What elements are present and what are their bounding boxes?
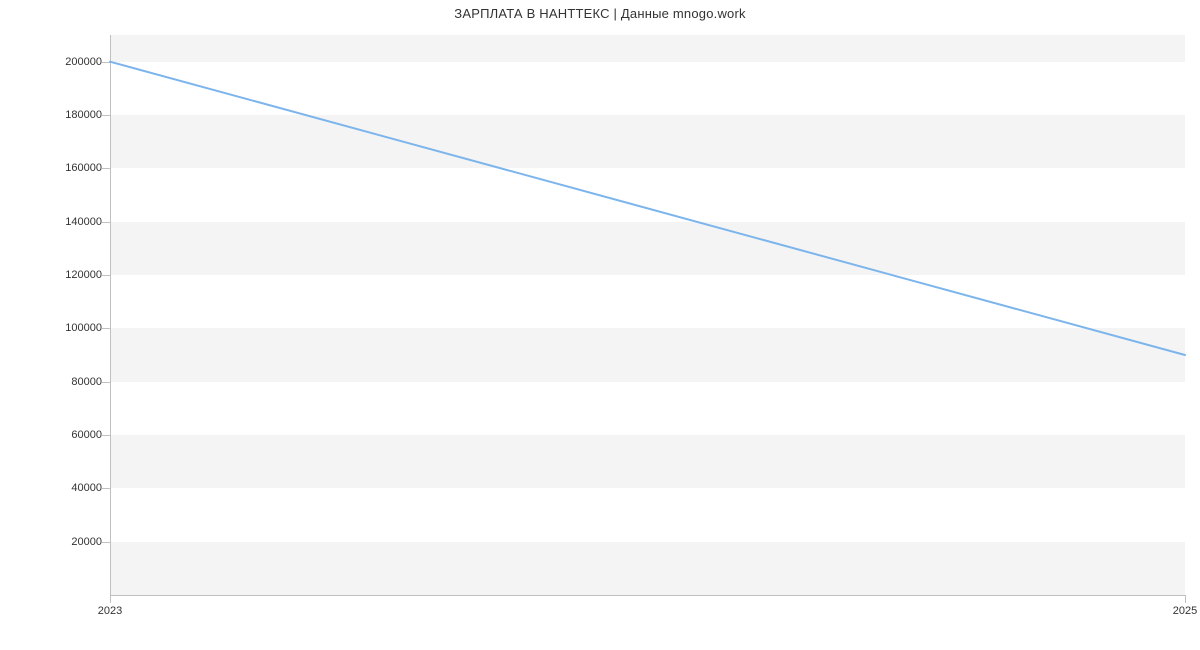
x-axis-line [110, 595, 1185, 596]
y-tick-label: 120000 [65, 269, 102, 281]
y-tick-label: 180000 [65, 109, 102, 121]
y-tick [102, 222, 110, 223]
series-layer [110, 35, 1185, 595]
y-tick [102, 488, 110, 489]
plot-area: 2000040000600008000010000012000014000016… [110, 35, 1185, 595]
y-tick-label: 200000 [65, 56, 102, 68]
y-tick-label: 160000 [65, 162, 102, 174]
x-tick-label: 2025 [1173, 605, 1197, 617]
y-tick [102, 115, 110, 116]
y-tick [102, 542, 110, 543]
y-tick [102, 62, 110, 63]
y-tick-label: 20000 [71, 536, 102, 548]
y-tick [102, 435, 110, 436]
x-tick [1185, 595, 1186, 603]
chart-title: ЗАРПЛАТА В НАНТТЕКС | Данные mnogo.work [0, 6, 1200, 21]
y-tick-label: 140000 [65, 216, 102, 228]
y-tick [102, 382, 110, 383]
x-tick [110, 595, 111, 603]
y-tick-label: 100000 [65, 322, 102, 334]
y-tick-label: 40000 [71, 482, 102, 494]
y-tick-label: 80000 [71, 376, 102, 388]
y-tick [102, 168, 110, 169]
y-tick-label: 60000 [71, 429, 102, 441]
salary-chart: ЗАРПЛАТА В НАНТТЕКС | Данные mnogo.work … [0, 0, 1200, 650]
x-tick-label: 2023 [98, 605, 122, 617]
y-tick [102, 328, 110, 329]
series-line-salary [110, 62, 1185, 355]
y-tick [102, 275, 110, 276]
